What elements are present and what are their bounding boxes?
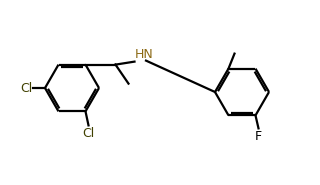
Text: Cl: Cl [20,82,32,95]
Text: HN: HN [135,48,154,61]
Text: F: F [255,130,262,143]
Text: Cl: Cl [82,127,95,140]
